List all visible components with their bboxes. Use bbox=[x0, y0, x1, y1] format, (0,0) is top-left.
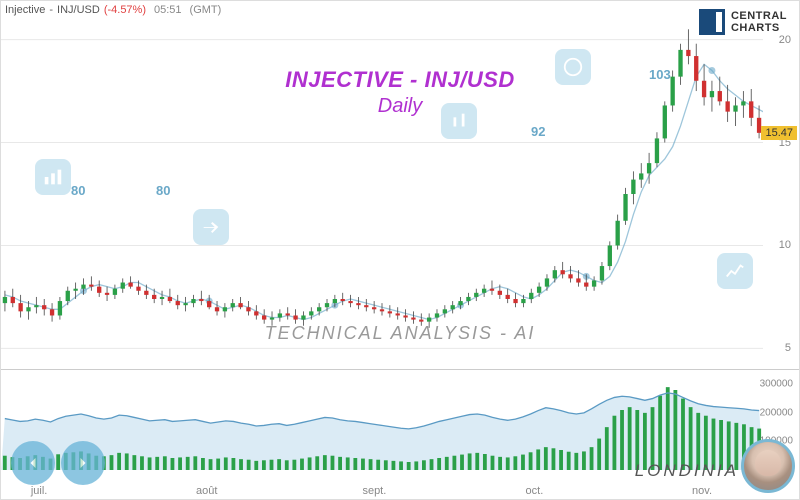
title-line1: INJECTIVE - INJ/USD bbox=[1, 67, 799, 93]
londinia-label: LONDINIA bbox=[635, 461, 739, 481]
x-tick: oct. bbox=[526, 485, 544, 497]
volume-chart: 100000200000300000 bbox=[1, 369, 799, 469]
vol-y-tick: 300000 bbox=[760, 379, 793, 390]
line-chart-icon bbox=[717, 253, 753, 289]
chart-title: INJECTIVE - INJ/USD Daily bbox=[1, 67, 799, 118]
header-bar: Injective - INJ/USD (-4.57%) 05:51 (GMT) bbox=[1, 1, 799, 19]
avatar bbox=[741, 439, 795, 493]
annotation-label: 80 bbox=[156, 183, 170, 198]
x-tick: nov. bbox=[692, 485, 712, 497]
x-axis: juil. août sept. oct. nov. bbox=[1, 481, 761, 499]
x-tick: juil. bbox=[31, 485, 48, 497]
annotation-label: 103 bbox=[649, 67, 671, 82]
nav-prev-icon[interactable] bbox=[11, 441, 55, 485]
annotation-label: 92 bbox=[531, 124, 545, 139]
annotation-label: 80 bbox=[71, 183, 85, 198]
price-chart: INJECTIVE - INJ/USD Daily 510152015.47 bbox=[1, 19, 799, 369]
y-tick: 10 bbox=[779, 239, 791, 251]
candle-icon bbox=[441, 103, 477, 139]
volume-svg bbox=[1, 370, 763, 470]
chart-container: Injective - INJ/USD (-4.57%) 05:51 (GMT)… bbox=[0, 0, 800, 500]
x-tick: août bbox=[196, 485, 217, 497]
header-pair: INJ/USD bbox=[57, 4, 100, 16]
header-name: Injective bbox=[5, 4, 45, 16]
x-tick: sept. bbox=[362, 485, 386, 497]
y-tick: 20 bbox=[779, 34, 791, 46]
title-line2: Daily bbox=[1, 95, 799, 118]
current-price-tag: 15.47 bbox=[761, 126, 797, 140]
watermark-icon bbox=[35, 159, 71, 195]
header-tz: (GMT) bbox=[190, 4, 222, 16]
tech-analysis-label: TECHNICAL ANALYSIS - AI bbox=[1, 323, 799, 344]
header-pct: (-4.57%) bbox=[104, 4, 146, 16]
price-y-axis: 510152015.47 bbox=[759, 19, 797, 369]
nav-next-icon[interactable] bbox=[61, 441, 105, 485]
vol-y-tick: 200000 bbox=[760, 407, 793, 418]
gauge-icon bbox=[555, 49, 591, 85]
y-tick: 5 bbox=[785, 342, 791, 354]
arrow-icon bbox=[193, 209, 229, 245]
header-sep: - bbox=[49, 4, 53, 16]
header-time: 05:51 bbox=[154, 4, 182, 16]
